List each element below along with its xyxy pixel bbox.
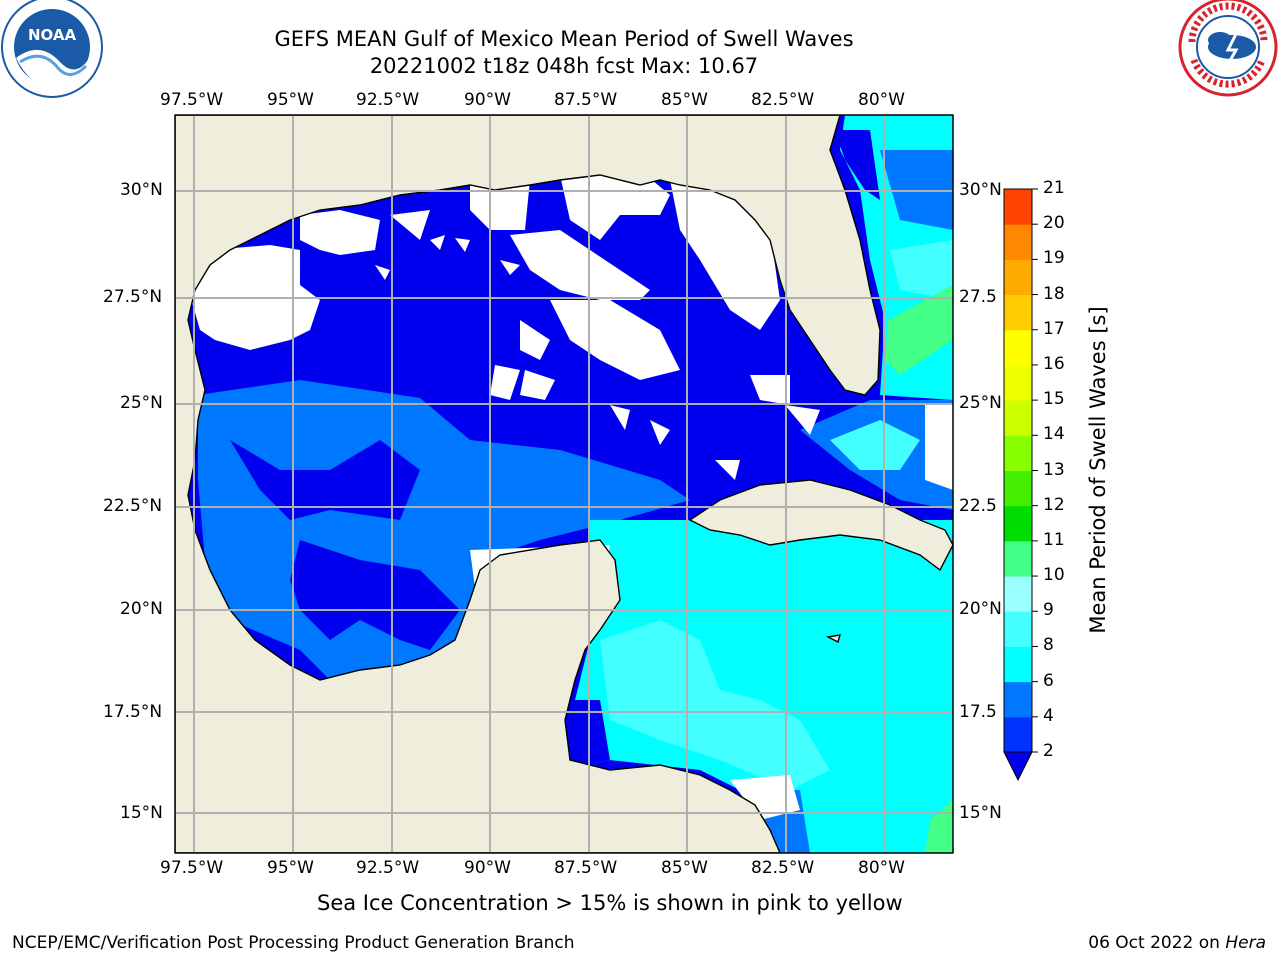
colorbar-segment bbox=[1004, 435, 1032, 471]
lon-tick-top: 87.5°W bbox=[554, 90, 618, 110]
colorbar-segment bbox=[1004, 224, 1032, 260]
colorbar-tick-label: 12 bbox=[1043, 494, 1065, 515]
lat-tick-left: 20°N bbox=[120, 599, 163, 619]
lat-tick-left: 25°N bbox=[120, 393, 163, 413]
lat-tick-right: 22.5 bbox=[959, 496, 997, 516]
colorbar-tick-label: 4 bbox=[1043, 705, 1054, 726]
colorbar-segment bbox=[1004, 540, 1032, 577]
lon-tick-bottom: 97.5°W bbox=[160, 858, 224, 878]
swell-6-8s-area bbox=[830, 420, 920, 470]
lat-tick-right: 20°N bbox=[959, 599, 1002, 619]
lat-tick-left: 15°N bbox=[120, 803, 163, 823]
lat-tick-left: 22.5°N bbox=[103, 496, 163, 516]
colorbar-tick-label: 16 bbox=[1043, 353, 1065, 374]
lon-tick-top: 95°W bbox=[267, 90, 314, 110]
colorbar-tick-label: 20 bbox=[1043, 213, 1065, 234]
lon-tick-bottom: 87.5°W bbox=[554, 858, 618, 878]
colorbar-tick-label: 13 bbox=[1043, 459, 1065, 480]
colorbar-tick-label: 19 bbox=[1043, 248, 1065, 269]
colorbar-tick-label: 17 bbox=[1043, 318, 1065, 339]
colorbar-tick-label: 6 bbox=[1043, 670, 1054, 691]
lat-tick-right: 15°N bbox=[959, 803, 1002, 823]
colorbar-segment bbox=[1004, 505, 1032, 542]
colorbar-extend-triangle bbox=[1003, 751, 1033, 782]
swell-6-8s-area bbox=[890, 240, 953, 300]
colorbar-tick-label: 21 bbox=[1043, 178, 1065, 198]
colorbar-tick-label: 9 bbox=[1043, 600, 1054, 621]
lon-tick-bottom: 90°W bbox=[464, 858, 511, 878]
colorbar-tick-label: 15 bbox=[1043, 389, 1065, 410]
colorbar-tick-label: 2 bbox=[1043, 741, 1054, 761]
colorbar-tick-label: 10 bbox=[1043, 565, 1065, 586]
swell-9-10s-area bbox=[885, 285, 953, 375]
lat-tick-right: 27.5 bbox=[959, 287, 997, 307]
chart-title-line2: 20221002 t18z 048h fcst Max: 10.67 bbox=[369, 54, 759, 78]
lat-tick-right: 25°N bbox=[959, 393, 1002, 413]
lon-tick-bottom: 82.5°W bbox=[751, 858, 815, 878]
lon-tick-bottom: 95°W bbox=[267, 858, 314, 878]
lon-tick-bottom: 80°W bbox=[858, 858, 905, 878]
map-frame bbox=[174, 114, 954, 854]
lon-tick-top: 85°W bbox=[661, 90, 708, 110]
colorbar-tick-label: 14 bbox=[1043, 424, 1065, 445]
lon-tick-top: 82.5°W bbox=[751, 90, 815, 110]
colorbar bbox=[1003, 188, 1038, 782]
colorbar-segment bbox=[1004, 189, 1032, 225]
colorbar-label: Mean Period of Swell Waves [s] bbox=[1086, 306, 1110, 634]
swell-under-2s-area bbox=[230, 440, 420, 520]
colorbar-segment bbox=[1004, 259, 1032, 296]
nws-logo-icon bbox=[1178, 0, 1278, 97]
footer-credit: NCEP/EMC/Verification Post Processing Pr… bbox=[12, 933, 575, 953]
footer-date-text: 06 Oct 2022 on bbox=[1088, 933, 1226, 953]
lon-tick-bottom: 85°W bbox=[661, 858, 708, 878]
noaa-logo-icon: NOAA bbox=[1, 0, 103, 98]
footer-host: Hera bbox=[1225, 933, 1266, 953]
lon-tick-top: 97.5°W bbox=[160, 90, 224, 110]
lat-tick-left: 27.5°N bbox=[103, 287, 163, 307]
swell-under-2s-area bbox=[835, 130, 880, 200]
colorbar-segment bbox=[1004, 294, 1032, 331]
lat-tick-left: 17.5°N bbox=[103, 702, 163, 722]
colorbar-segment bbox=[1004, 646, 1032, 683]
colorbar-segment bbox=[1004, 611, 1032, 647]
sea-ice-note: Sea Ice Concentration > 15% is shown in … bbox=[317, 891, 903, 915]
colorbar-segment bbox=[1004, 716, 1032, 753]
lat-tick-right: 30°N bbox=[959, 180, 1002, 200]
missing-data-area bbox=[180, 170, 820, 820]
swell-6-8s-area bbox=[600, 620, 830, 790]
lon-tick-top: 80°W bbox=[858, 90, 905, 110]
colorbar-tick-label: 18 bbox=[1043, 283, 1065, 304]
land bbox=[175, 115, 953, 853]
missing-data-area bbox=[925, 405, 953, 490]
lat-tick-left: 30°N bbox=[120, 180, 163, 200]
colorbar-segment bbox=[1004, 470, 1032, 507]
colorbar-segment bbox=[1004, 681, 1032, 718]
lon-tick-top: 92.5°W bbox=[356, 90, 420, 110]
colorbar-segment bbox=[1004, 364, 1032, 401]
colorbar-tick-label: 11 bbox=[1043, 529, 1065, 550]
swell-under-2s-area bbox=[290, 540, 460, 650]
svg-text:NOAA: NOAA bbox=[28, 26, 77, 44]
lon-tick-top: 90°W bbox=[464, 90, 511, 110]
colorbar-tick-label: 8 bbox=[1043, 635, 1054, 656]
lat-tick-right: 17.5 bbox=[959, 702, 997, 722]
chart-title-line1: GEFS MEAN Gulf of Mexico Mean Period of … bbox=[274, 27, 854, 51]
lon-tick-bottom: 92.5°W bbox=[356, 858, 420, 878]
map-panel bbox=[175, 115, 953, 853]
colorbar-segment bbox=[1004, 576, 1032, 612]
graticule bbox=[175, 115, 953, 853]
swell-4-6s-area bbox=[570, 520, 953, 853]
footer-date: 06 Oct 2022 on Hera bbox=[1088, 933, 1266, 953]
colorbar-segment bbox=[1004, 400, 1032, 436]
colorbar-segment bbox=[1004, 329, 1032, 366]
